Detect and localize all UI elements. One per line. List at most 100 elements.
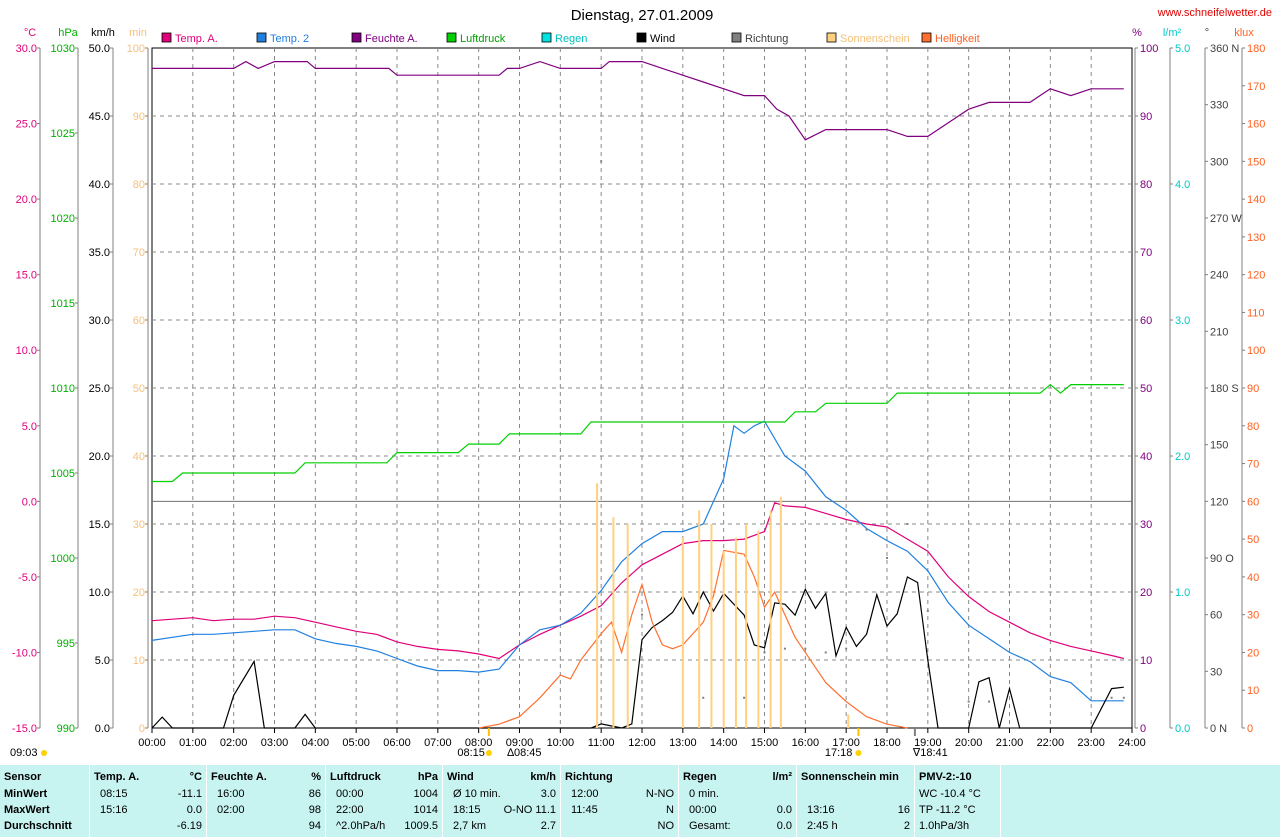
right-axis-tick-label: 300 bbox=[1210, 156, 1228, 168]
x-axis-tick-label: 11:00 bbox=[588, 737, 615, 749]
left-axis-tick-label: 50.0 bbox=[89, 43, 110, 55]
left-axis-tick-label: -10.0 bbox=[12, 647, 37, 659]
left-axis-tick-label: 30.0 bbox=[16, 43, 37, 55]
x-axis-tick-label: 18:00 bbox=[873, 737, 901, 749]
legend-label: Feuchte A. bbox=[365, 33, 418, 45]
right-axis-tick-label: 70 bbox=[1247, 459, 1259, 471]
series-line-helligkeit bbox=[478, 549, 908, 729]
right-axis-tick-label: 170 bbox=[1247, 81, 1265, 93]
x-axis-tick-label: 22:00 bbox=[1037, 737, 1065, 749]
right-axis-tick-label: 60 bbox=[1247, 496, 1259, 508]
right-axis-tick-label: 70 bbox=[1140, 247, 1152, 259]
left-axis-tick-label: 0.0 bbox=[22, 496, 37, 508]
col-hum-row-right: 86 bbox=[308, 788, 321, 800]
direction-point bbox=[763, 651, 766, 654]
right-axis-unit: l/m² bbox=[1163, 27, 1182, 39]
right-axis-tick-label: 80 bbox=[1140, 179, 1152, 191]
col-press-row: 00:00 1004 bbox=[330, 786, 438, 802]
legend-swatch bbox=[541, 32, 552, 43]
col-temp-row-left: 08:15 bbox=[100, 788, 128, 800]
x-axis-tick-label: 23:00 bbox=[1077, 737, 1105, 749]
left-axis-tick-label: 25.0 bbox=[16, 119, 37, 131]
col-dir-row: NO bbox=[565, 818, 675, 834]
direction-point bbox=[1110, 696, 1113, 699]
stats-col-direction: Richtung 12:00 N-NO 11:45 N NO bbox=[560, 765, 678, 837]
series-line-wind bbox=[151, 576, 1124, 729]
right-axis-tick-label: 360 N bbox=[1210, 43, 1239, 55]
pmv-row: TP -11.2 °C bbox=[919, 802, 996, 818]
x-axis: 00:00 01:00 02:00 03:00 04:00 05:00 06:00 07:00… bbox=[138, 728, 1146, 749]
right-axis-tick-label: 180 S bbox=[1210, 383, 1239, 395]
direction-point bbox=[702, 696, 705, 699]
col-temp-row: 15:16 0.0 bbox=[94, 802, 202, 818]
left-axis-tick-label: 35.0 bbox=[89, 247, 110, 259]
col-hum-header-right: % bbox=[311, 771, 321, 783]
right-axis-tick-label: 210 bbox=[1210, 326, 1228, 338]
direction-point bbox=[926, 609, 929, 612]
right-axis-tick-label: 270 W bbox=[1210, 213, 1242, 225]
legend-label: Regen bbox=[555, 33, 587, 45]
stats-label-avg: Durchschnitt bbox=[4, 820, 72, 832]
left-axis-tick-label: 20.0 bbox=[16, 194, 37, 206]
col-sun-row: 13:16 16 bbox=[801, 802, 910, 818]
right-axis-unit: klux bbox=[1234, 27, 1254, 39]
left-axis-tick-label: 1015 bbox=[51, 298, 75, 310]
col-rain-header: Regen l/m² bbox=[683, 769, 792, 785]
x-axis-tick-label: 19:00 bbox=[914, 737, 942, 749]
right-axis-tick-label: 160 bbox=[1247, 119, 1265, 131]
pmv-row-left: TP -11.2 °C bbox=[919, 804, 976, 816]
left-axis-tick-label: 0.0 bbox=[95, 723, 110, 735]
grid bbox=[151, 47, 1133, 729]
col-wind-row-left: 2,7 km bbox=[453, 820, 487, 832]
col-press-row: ^2.0hPa/h 1009.5 bbox=[330, 818, 438, 834]
stats-col-temp: Temp. A. °C 08:15 -11.1 15:16 0.0 -6.19 bbox=[89, 765, 206, 837]
left-axis-tick-label: 995 bbox=[57, 638, 75, 650]
right-axis-tick-label: 150 bbox=[1247, 156, 1265, 168]
site-link[interactable]: www.schneifelwetter.de bbox=[1157, 7, 1272, 19]
right-axis-tick-label: 30 bbox=[1210, 666, 1222, 678]
stats-col-humidity: Feuchte A.% 16:00 86 02:00 98 94 bbox=[206, 765, 325, 837]
col-wind-row: 18:15 O-NO 11.1 bbox=[447, 802, 556, 818]
left-axis-tick-label: 1030 bbox=[51, 43, 75, 55]
col-rain-header-right: l/m² bbox=[772, 771, 792, 783]
col-rain-row-right: 0.0 bbox=[776, 804, 792, 816]
right-axis-tick-label: 20 bbox=[1140, 587, 1152, 599]
pmv-row-left: WC -10.4 °C bbox=[919, 788, 981, 800]
left-axis-tick-label: 60 bbox=[133, 315, 145, 327]
direction-point bbox=[865, 528, 868, 531]
axes: 30.0 25.0 20.0 15.0 10.0 5.0 0.0 -5.0 -10.0 -15.0… bbox=[12, 27, 1265, 735]
x-axis-tick-label: 04:00 bbox=[302, 737, 330, 749]
col-press-row-left: 22:00 bbox=[336, 804, 364, 816]
right-axis-tick-label: 4.0 bbox=[1175, 179, 1190, 191]
legend-label: Temp. 2 bbox=[270, 33, 309, 45]
col-dir-row: 11:45 N bbox=[565, 802, 674, 818]
moonrise-label: 09:03 bbox=[10, 747, 38, 759]
col-dir-row: 12:00 N-NO bbox=[565, 786, 674, 802]
col-dir-row-left: 11:45 bbox=[571, 804, 598, 816]
right-axis-tick-label: 120 bbox=[1247, 270, 1265, 282]
left-axis-tick-label: 1005 bbox=[51, 468, 75, 480]
col-wind-header-right: km/h bbox=[530, 771, 556, 783]
col-wind-header-left: Wind bbox=[447, 771, 474, 783]
legend-swatch bbox=[731, 32, 742, 43]
direction-point bbox=[743, 696, 746, 699]
col-sun-header: Sonnenschein min bbox=[801, 769, 910, 785]
col-wind-row-left: Ø 10 min. bbox=[453, 788, 501, 800]
legend-swatch bbox=[921, 32, 932, 43]
moon-icon bbox=[41, 750, 47, 756]
left-axis-tick-label: 1025 bbox=[51, 128, 75, 140]
right-axis-tick-label: 50 bbox=[1140, 383, 1152, 395]
legend-label: Temp. A. bbox=[175, 33, 218, 45]
right-axis-tick-label: 10 bbox=[1140, 655, 1152, 667]
x-axis-tick-label: 17:00 bbox=[832, 737, 860, 749]
stats-label-min: MinWert bbox=[4, 788, 48, 800]
col-temp-header: Temp. A. °C bbox=[94, 769, 202, 785]
left-axis-tick-label: -15.0 bbox=[12, 723, 37, 735]
x-axis-tick-label: 00:00 bbox=[138, 737, 166, 749]
col-dir-header-left: Richtung bbox=[565, 771, 613, 783]
right-axis-tick-label: 140 bbox=[1247, 194, 1265, 206]
col-temp-row: 08:15 -11.1 bbox=[94, 786, 202, 802]
right-axis-tick-label: 40 bbox=[1140, 451, 1152, 463]
x-axis-tick-label: 10:00 bbox=[547, 737, 575, 749]
col-sun-row-left: 13:16 bbox=[807, 804, 835, 816]
